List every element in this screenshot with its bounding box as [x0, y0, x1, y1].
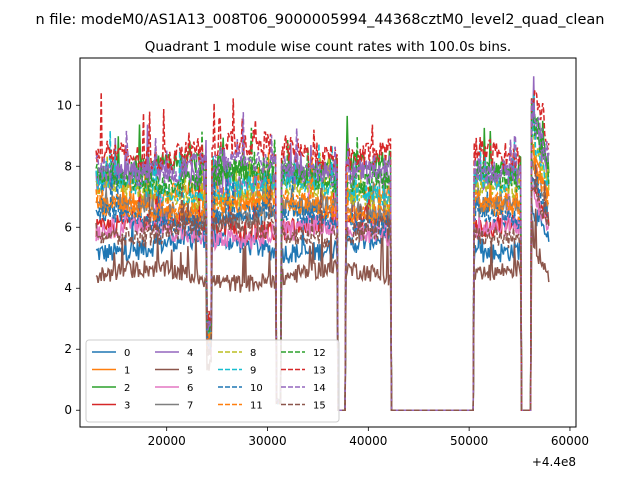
- legend-label: 1: [124, 366, 130, 377]
- legend-label: 2: [124, 383, 130, 394]
- y-tick-label: 4: [64, 281, 72, 295]
- y-tick-label: 6: [64, 220, 72, 234]
- legend-label: 12: [313, 348, 326, 359]
- x-axis-offset-label: +4.4e8: [532, 455, 576, 469]
- legend-label: 3: [124, 401, 130, 412]
- y-tick-label: 10: [57, 98, 72, 112]
- chart-suptitle: n file: modeM0/AS1A13_008T06_9000005994_…: [36, 12, 605, 28]
- legend-label: 7: [187, 401, 193, 412]
- series-line-13: [95, 89, 550, 411]
- series-line-15: [95, 164, 550, 411]
- series-layer: [95, 76, 550, 411]
- legend-label: 13: [313, 366, 326, 377]
- x-tick-label: 30000: [248, 434, 286, 448]
- legend-label: 11: [250, 401, 263, 412]
- plot-area: [79, 57, 577, 428]
- legend-frame: [85, 339, 340, 423]
- legend-label: 4: [187, 348, 193, 359]
- legend-label: 14: [313, 383, 326, 394]
- legend-label: 10: [250, 383, 263, 394]
- legend-label: 6: [187, 383, 193, 394]
- y-tick-label: 8: [64, 159, 72, 173]
- legend-label: 8: [250, 348, 256, 359]
- y-tick-label: 0: [64, 403, 72, 417]
- legend-label: 15: [313, 401, 326, 412]
- legend-label: 0: [124, 348, 130, 359]
- x-tick-label: 20000: [148, 434, 186, 448]
- series-line-11: [95, 145, 550, 411]
- x-axis: 20000 30000 40000 50000 60000: [148, 427, 589, 448]
- chart-title: Quadrant 1 module wise count rates with …: [145, 39, 511, 55]
- x-tick-label: 60000: [551, 434, 589, 448]
- x-tick-label: 40000: [349, 434, 387, 448]
- legend-label: 5: [187, 366, 193, 377]
- x-tick-label: 50000: [450, 434, 488, 448]
- y-tick-label: 2: [64, 342, 72, 356]
- legend-label: 9: [250, 366, 256, 377]
- y-axis: 0 2 4 6 8 10: [57, 98, 80, 417]
